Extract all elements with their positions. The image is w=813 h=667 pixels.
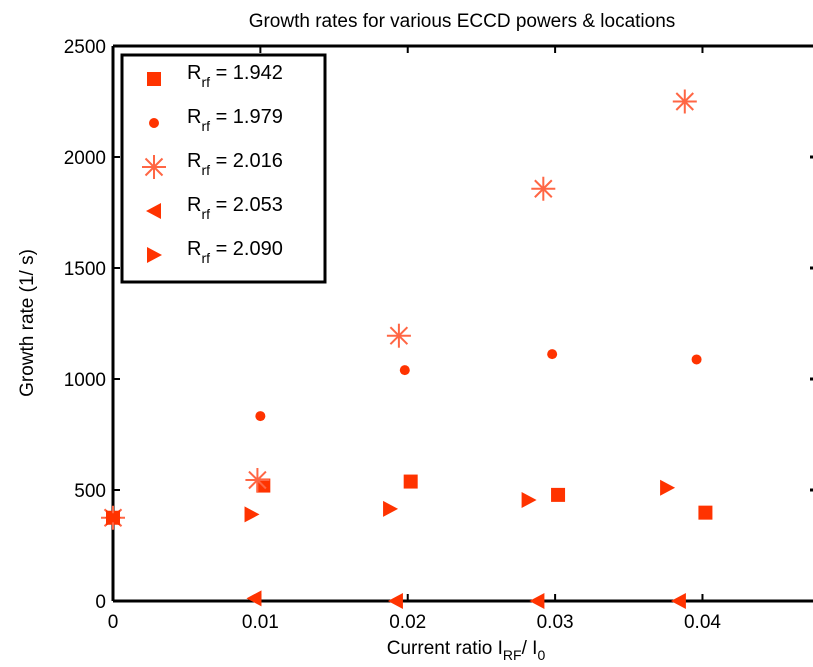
data-point xyxy=(551,487,566,502)
data-point xyxy=(547,349,558,360)
legend-marker xyxy=(147,72,161,86)
x-axis-label-sub1: RF xyxy=(503,647,522,663)
data-point xyxy=(386,323,411,348)
y-axis-label: Growth rate (1/ s) xyxy=(17,249,38,397)
legend-entry: Rrf = 2.053 xyxy=(187,194,283,222)
asterisk-stroke xyxy=(675,92,694,111)
x-axis-label-main: Current ratio I xyxy=(387,638,503,659)
legend-marker xyxy=(147,247,162,263)
data-point xyxy=(383,500,399,517)
data-point xyxy=(531,176,556,201)
y-tick-label: 2500 xyxy=(64,37,106,58)
legend-entry: Rrf = 2.016 xyxy=(187,150,283,178)
data-point xyxy=(399,365,410,376)
data-point xyxy=(672,89,697,114)
legend-marker xyxy=(146,203,161,219)
ticks: 0 0.01 0.02 0.03 0.04 0 500 1000 1500 2000 2500 xyxy=(64,37,813,633)
data-point xyxy=(244,506,260,523)
data-point xyxy=(106,509,121,526)
asterisk-stroke xyxy=(534,179,553,198)
data-point xyxy=(529,593,545,609)
data-point xyxy=(255,411,266,422)
series-5 xyxy=(106,479,676,526)
chart-title: Growth rates for various ECCD powers & l… xyxy=(249,11,676,32)
y-tick-label: 2000 xyxy=(64,148,106,169)
x-tick-label: 0 xyxy=(108,612,119,633)
series-1 xyxy=(106,474,713,525)
series-4 xyxy=(105,509,686,609)
x-axis-label-sub2: 0 xyxy=(537,647,545,663)
asterisk-stroke xyxy=(144,157,164,177)
data-markers xyxy=(101,89,713,609)
data-point xyxy=(387,593,403,609)
x-tick-label: 0.04 xyxy=(684,612,721,633)
x-tick-label: 0.03 xyxy=(537,612,574,633)
legend-entry: Rrf = 1.942 xyxy=(187,62,283,90)
series-2 xyxy=(108,349,702,523)
legend-marker xyxy=(142,155,166,179)
data-point xyxy=(245,468,270,493)
legend-marker xyxy=(149,118,159,128)
y-tick-label: 500 xyxy=(74,481,106,502)
data-point xyxy=(698,505,713,520)
legend-entry: Rrf = 2.090 xyxy=(187,238,283,266)
asterisk-stroke xyxy=(389,326,409,345)
data-point xyxy=(691,354,702,365)
legend-entry: Rrf = 1.979 xyxy=(187,106,283,134)
x-axis-label-mid: / I xyxy=(522,638,538,659)
data-point xyxy=(660,479,676,496)
data-point xyxy=(246,590,262,607)
data-point xyxy=(521,491,537,508)
y-tick-label: 1000 xyxy=(64,370,106,391)
asterisk-stroke xyxy=(248,470,267,490)
legend: Rrf = 1.942 Rrf = 1.979 Rrf = 2.016 Rrf = 2… xyxy=(120,53,327,284)
y-tick-label: 0 xyxy=(95,592,106,613)
y-tick-label: 1500 xyxy=(64,259,106,280)
x-axis-label: Current ratio IRF/ I0 xyxy=(387,638,546,663)
x-tick-label: 0.02 xyxy=(389,612,426,633)
data-point xyxy=(670,593,686,609)
data-point xyxy=(403,474,418,489)
x-tick-label: 0.01 xyxy=(242,612,279,633)
